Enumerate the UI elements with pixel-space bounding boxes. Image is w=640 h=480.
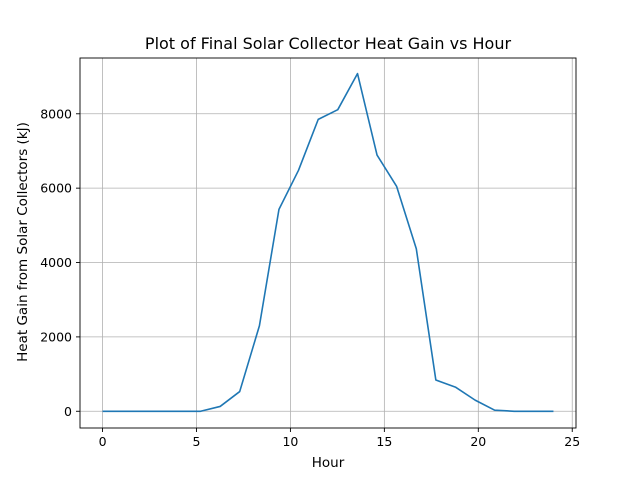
y-tick-label: 0 [64, 404, 72, 419]
x-tick-label: 5 [193, 434, 201, 449]
y-tick-label: 2000 [40, 329, 72, 344]
chart-title: Plot of Final Solar Collector Heat Gain … [145, 34, 512, 53]
x-tick-label: 25 [564, 434, 580, 449]
y-tick-label: 6000 [40, 181, 72, 196]
x-tick-label: 0 [99, 434, 107, 449]
x-tick-label: 15 [376, 434, 392, 449]
x-tick-label: 10 [282, 434, 298, 449]
x-axis-label: Hour [312, 455, 345, 471]
x-tick-label: 20 [470, 434, 486, 449]
y-tick-label: 8000 [40, 106, 72, 121]
series-line [102, 72, 554, 413]
y-axis-label: Heat Gain from Solar Collectors (kJ) [15, 122, 31, 362]
y-tick-label: 4000 [40, 255, 72, 270]
plot-frame [79, 57, 577, 429]
plot-area: 0 5 10 15 20 25 0 2000 4000 6000 8000 [40, 57, 580, 449]
